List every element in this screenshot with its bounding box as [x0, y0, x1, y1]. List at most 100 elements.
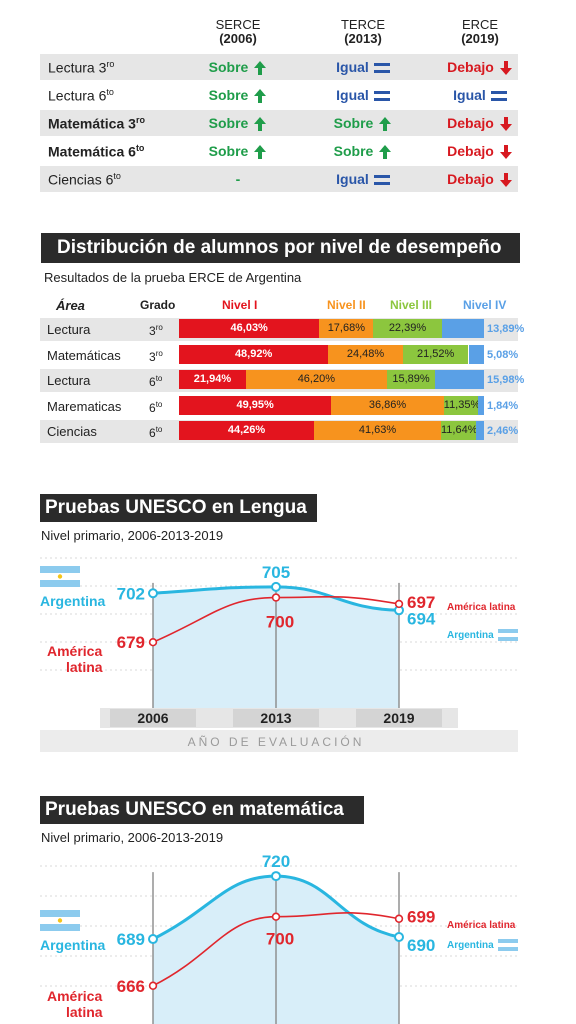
- comparison-subject: Lectura 3ro: [48, 59, 115, 76]
- comparison-row: Matemática 6to Sobre Sobre Debajo: [40, 138, 518, 164]
- comparison-cell-debajo: Debajo: [420, 171, 540, 188]
- distribution-row: Matemáticas 3ro 48,92% 24,48% 21,52% 5,08%: [40, 344, 518, 367]
- comparison-row: Ciencias 6to - Igual Debajo: [40, 166, 518, 192]
- header-erce: ERCE (2019): [420, 18, 540, 46]
- latam-value-label: 679: [117, 633, 145, 652]
- distribution-area: Lectura: [47, 322, 91, 337]
- mate-latam-label-small: América latina: [447, 920, 516, 931]
- bar-segment-nivel-1: 49,95%: [179, 395, 332, 415]
- comparison-cell-sobre: Sobre: [178, 87, 298, 104]
- comparison-subject: Lectura 6to: [48, 87, 114, 104]
- comparison-subject: Ciencias 6to: [48, 171, 121, 188]
- distribution-area: Marematicas: [47, 398, 122, 414]
- nivel-4-value: 5,08%: [487, 348, 519, 361]
- distribution-grade: 6to: [149, 374, 163, 389]
- x-tick-bg: [233, 709, 319, 727]
- argentina-value-label: 690: [407, 936, 435, 955]
- distribution-bar: 49,95% 36,86% 11,35%: [179, 395, 484, 415]
- lengua-axis-title: AÑO DE EVALUACIÓN: [188, 734, 365, 749]
- argentina-flag-icon: [40, 566, 80, 587]
- argentina-point: [271, 581, 281, 592]
- comparison-cell-sobre: Sobre: [303, 143, 423, 160]
- header-nivel-4: Nivel IV: [463, 298, 507, 312]
- argentina-value-label: 705: [262, 563, 290, 582]
- distribution-bar: 46,03% 17,68% 22,39%: [179, 319, 484, 338]
- bar-segment-nivel-2: 24,48%: [328, 344, 403, 364]
- comparison-cell-debajo: Debajo: [420, 115, 540, 132]
- comparison-row: Lectura 6to Sobre Igual Igual: [40, 82, 518, 108]
- bar-segment-nivel-4: [476, 421, 484, 440]
- header-grade: Grado: [140, 298, 176, 312]
- bar-segment-nivel-4: [441, 319, 484, 338]
- x-tick-label: 2019: [383, 710, 414, 726]
- bar-segment-nivel-3: 22,39%: [373, 319, 442, 338]
- argentina-flag-small-icon: [498, 629, 518, 641]
- argentina-value-label: 720: [262, 852, 290, 871]
- comparison-cell-sobre: Sobre: [178, 143, 298, 160]
- lengua-chart: 702 705 694 679 700 697 Argentina América lat…: [40, 557, 518, 752]
- nivel-4-value: 2,46%: [487, 425, 519, 437]
- header-terce-year: (2013): [344, 31, 382, 46]
- distribution-header: Área Grado Nivel I Nivel II Nivel III Ni…: [40, 296, 540, 314]
- bar-segment-nivel-1: 46,03%: [179, 319, 320, 338]
- header-serce: SERCE (2006): [178, 18, 298, 46]
- bar-segment-nivel-2: 41,63%: [314, 421, 441, 440]
- latam-point: [271, 593, 281, 602]
- distribution-grade: 6to: [149, 425, 163, 440]
- lengua-argentina-label-small: Argentina: [447, 630, 494, 641]
- distribution-bar: 48,92% 24,48% 21,52%: [179, 344, 484, 364]
- comparison-row: Lectura 3ro Sobre Igual Debajo: [40, 54, 518, 80]
- argentina-value-label: 702: [117, 584, 145, 603]
- comparison-cell-igual: Igual: [420, 87, 540, 103]
- lengua-subtitle: Nivel primario, 2006-2013-2019: [41, 528, 224, 543]
- latam-value-label: 700: [266, 613, 294, 632]
- comparison-cell-sobre: Sobre: [178, 115, 298, 132]
- distribution-grade: 3ro: [149, 348, 163, 364]
- distribution-area: Lectura: [47, 373, 91, 388]
- x-tick-label: 2006: [137, 710, 168, 726]
- latam-point: [271, 912, 281, 921]
- bar-segment-nivel-1: 44,26%: [179, 421, 314, 440]
- comparison-cell-debajo: Debajo: [420, 59, 540, 76]
- comparison-header: SERCE (2006) TERCE (2013) ERCE (2019): [0, 18, 576, 50]
- argentina-flag-small-icon: [498, 939, 518, 951]
- lengua-axis-title-bg: [40, 730, 518, 752]
- distribution-grade: 6to: [149, 399, 163, 415]
- lengua-points: [148, 581, 404, 647]
- distribution-area: Ciencias: [47, 424, 97, 439]
- mate-latam-label-2: latina: [66, 1004, 103, 1020]
- lengua-value-labels: 702 705 694 679 700 697: [117, 563, 436, 652]
- argentina-value-label: 694: [407, 609, 436, 628]
- comparison-subject: Matemática 3ro: [48, 115, 145, 132]
- latam-value-label: 697: [407, 593, 435, 612]
- comparison-cell-none: -: [235, 171, 241, 187]
- lengua-latam-label-2: latina: [66, 659, 103, 675]
- comparison-cell-igual: Igual: [303, 87, 423, 103]
- argentina-point: [271, 871, 281, 882]
- latam-point: [394, 914, 404, 923]
- header-erce-name: ERCE: [461, 17, 499, 32]
- comparison-cell-sobre: Sobre: [303, 115, 423, 132]
- bar-segment-nivel-3: 11,35%: [443, 395, 479, 415]
- nivel-4-value: 15,98%: [487, 374, 525, 386]
- x-tick-label: 2013: [260, 710, 291, 726]
- latam-point: [394, 599, 404, 609]
- bar-segment-nivel-1: 48,92%: [179, 344, 329, 364]
- mate-argentina-label-small: Argentina: [447, 940, 494, 951]
- lengua-latam-label-small: América latina: [447, 602, 516, 613]
- comparison-subject: Matemática 6to: [48, 143, 145, 160]
- distribution-title: Distribución de alumnos por nivel de des…: [41, 233, 520, 263]
- lengua-latam-label-1: América: [47, 643, 102, 659]
- comparison-row: Matemática 3ro Sobre Sobre Debajo: [40, 110, 518, 136]
- header-erce-year: (2019): [461, 31, 499, 46]
- bar-segment-nivel-2: 17,68%: [319, 319, 374, 338]
- header-nivel-2: Nivel II: [327, 298, 366, 312]
- comparison-cell-igual: Igual: [303, 171, 423, 187]
- bar-segment-nivel-4: [468, 344, 484, 364]
- mate-value-labels: 689 720 690 666 700 699: [117, 852, 436, 996]
- distribution-grade: 3ro: [149, 323, 163, 338]
- argentina-value-label: 689: [117, 930, 145, 949]
- argentina-flag-icon: [40, 910, 80, 931]
- header-terce-name: TERCE: [340, 17, 386, 32]
- distribution-area: Matemáticas: [47, 347, 121, 363]
